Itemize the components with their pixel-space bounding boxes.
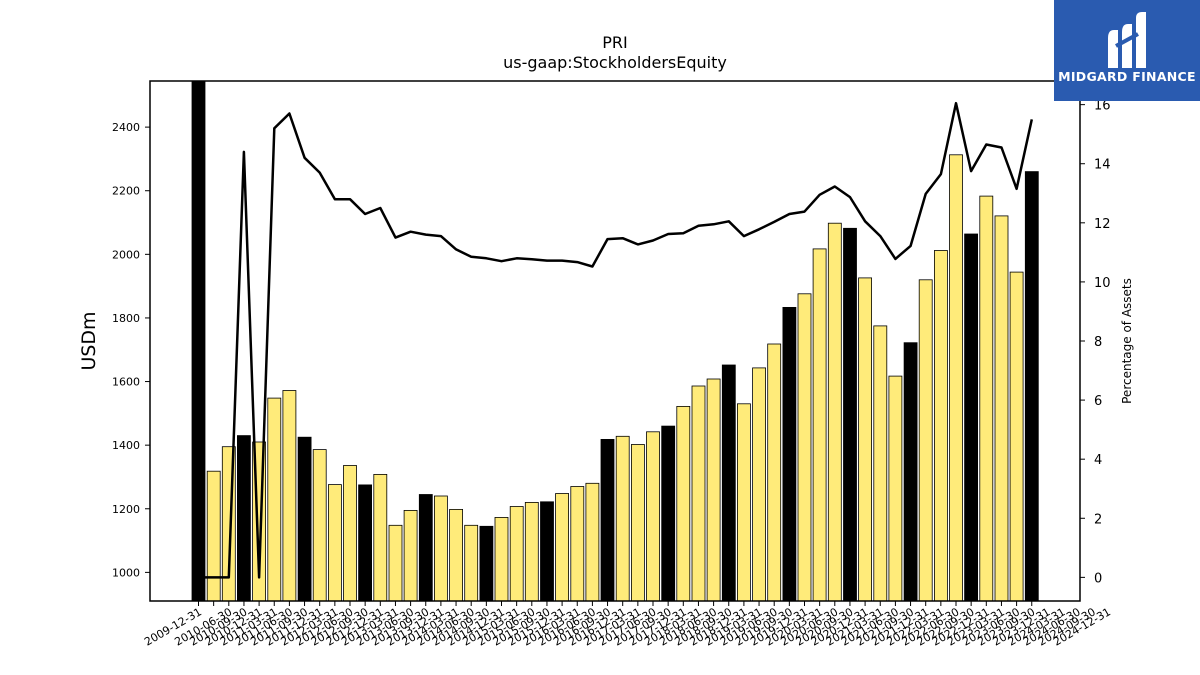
bar xyxy=(827,222,842,602)
percentage-line xyxy=(198,101,1034,579)
bar xyxy=(721,364,736,602)
bar xyxy=(691,385,706,602)
bar xyxy=(373,473,388,602)
bar xyxy=(706,378,721,602)
y2-tick-label: 6 xyxy=(1094,394,1102,409)
bar xyxy=(949,154,963,602)
bar xyxy=(873,325,888,602)
bar xyxy=(858,277,872,602)
y2-tick-label: 4 xyxy=(1094,453,1102,468)
bar xyxy=(585,482,600,602)
y2-tick-label: 0 xyxy=(1094,571,1102,586)
bar xyxy=(449,508,464,602)
bar xyxy=(934,250,948,602)
bar xyxy=(1024,171,1039,602)
logo-text: MIDGARD FINANCE xyxy=(1058,69,1196,84)
bar xyxy=(631,444,645,602)
bar xyxy=(964,233,978,602)
y-tick-label: 1600 xyxy=(112,376,140,389)
bar xyxy=(540,501,554,602)
y-tick-label: 1800 xyxy=(112,312,140,325)
bar xyxy=(524,501,539,602)
chart-subtitle: us-gaap:StockholdersEquity xyxy=(503,53,727,72)
y-tick-label: 2000 xyxy=(112,248,140,261)
chart-title: PRI xyxy=(602,33,627,52)
bar xyxy=(918,279,933,602)
bar xyxy=(312,449,327,602)
line-layer xyxy=(198,101,1034,579)
bar xyxy=(327,484,342,602)
bar xyxy=(418,494,433,602)
bar xyxy=(615,435,630,602)
brand-logo: MIDGARD FINANCE xyxy=(1054,0,1200,101)
bar xyxy=(433,495,448,602)
bar xyxy=(555,493,569,602)
bar xyxy=(464,524,479,602)
logo-mark-icon xyxy=(1108,12,1146,68)
bar xyxy=(646,431,660,602)
y-tick-label: 1000 xyxy=(112,566,140,579)
bar xyxy=(282,390,297,602)
bar xyxy=(994,215,1009,602)
bar xyxy=(570,486,585,602)
bar xyxy=(358,484,373,602)
bar xyxy=(737,403,751,602)
y2-tick-label: 10 xyxy=(1094,276,1111,291)
y-axis-right: 0 2 4 6 8 10 12 14 16 xyxy=(1080,99,1111,586)
bar xyxy=(388,524,403,602)
y-tick-label: 1200 xyxy=(112,503,140,516)
bar xyxy=(600,438,615,602)
bar xyxy=(843,227,857,602)
y2-tick-label: 2 xyxy=(1094,512,1102,527)
y-axis-label: USDm xyxy=(78,311,100,370)
y2-tick-label: 8 xyxy=(1094,335,1102,350)
bar xyxy=(903,342,918,602)
bar xyxy=(661,425,676,602)
bar xyxy=(782,306,797,602)
bar xyxy=(752,367,766,602)
bar xyxy=(812,248,827,602)
bars-group xyxy=(191,80,1039,602)
y2-tick-label: 14 xyxy=(1094,158,1111,173)
y2-axis-label: Percentage of Assets xyxy=(1120,278,1134,404)
bar xyxy=(297,436,312,602)
bar xyxy=(479,525,494,602)
y-tick-label: 2200 xyxy=(112,185,140,198)
bar xyxy=(797,293,812,602)
y-axis-left: 1000 1200 1400 1600 1800 2000 2200 2400 xyxy=(112,121,150,579)
y2-tick-label: 12 xyxy=(1094,217,1111,232)
y-tick-label: 1400 xyxy=(112,439,140,452)
bar xyxy=(403,509,418,602)
bar xyxy=(191,80,206,602)
bar xyxy=(206,470,221,602)
bar xyxy=(767,343,782,602)
bar xyxy=(236,435,251,602)
bar xyxy=(494,517,509,602)
bar xyxy=(1009,271,1024,602)
bar xyxy=(343,465,357,602)
bar xyxy=(676,405,691,602)
y-tick-label: 2400 xyxy=(112,121,140,134)
bar xyxy=(888,375,903,602)
bar xyxy=(509,506,524,602)
x-axis: 2009-12-312010-06-302010-09-302010-12-31… xyxy=(142,601,1113,649)
bar xyxy=(979,195,994,602)
bar xyxy=(267,397,282,602)
y2-tick-label: 16 xyxy=(1094,99,1111,114)
